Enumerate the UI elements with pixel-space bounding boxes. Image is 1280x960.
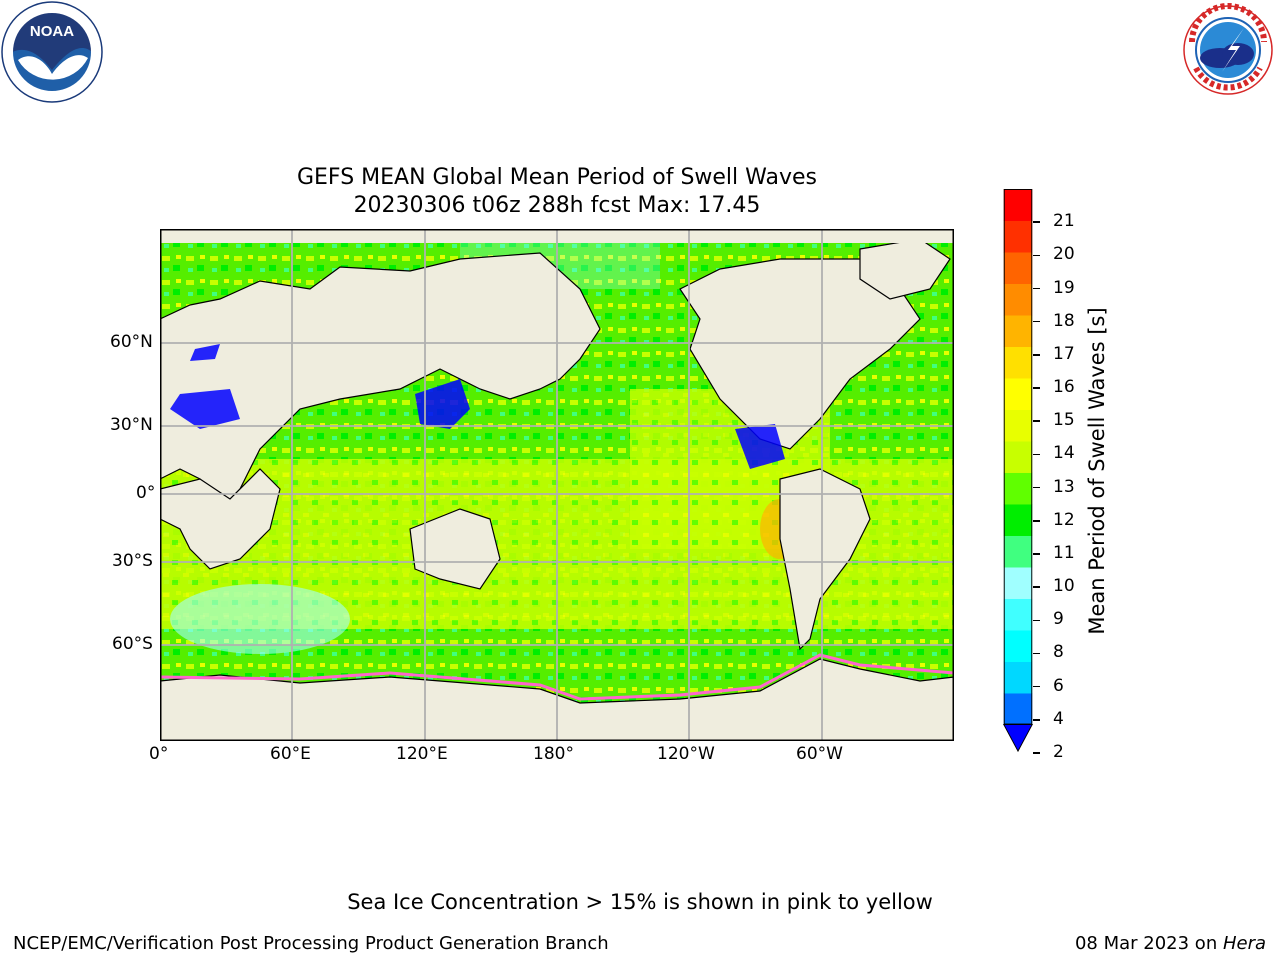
colorbar-segment (1003, 630, 1033, 662)
y-tick-2: 0° (136, 483, 156, 503)
colorbar-tick-mark (1033, 221, 1040, 223)
colorbar-tick-label: 14 (1053, 443, 1075, 464)
colorbar-tick-mark (1033, 719, 1040, 721)
y-tick-1: 30°N (110, 415, 153, 435)
colorbar-segment (1003, 472, 1033, 505)
colorbar-tick-label: 12 (1053, 509, 1075, 530)
colorbar-tick-mark (1033, 420, 1040, 422)
colorbar-tick-mark (1033, 453, 1040, 456)
colorbar-tick-mark (1033, 354, 1040, 356)
colorbar-tick-mark (1033, 486, 1040, 489)
colorbar-segment (1003, 189, 1033, 221)
colorbar-tick-mark (1033, 320, 1040, 323)
colorbar-tick-label: 15 (1053, 410, 1075, 431)
colorbar-segment (1003, 598, 1033, 631)
colorbar-segment (1003, 409, 1033, 442)
title-line-1: GEFS MEAN Global Mean Period of Swell Wa… (296, 165, 817, 190)
swell-period-map (160, 229, 954, 741)
colorbar-segment (1003, 252, 1033, 284)
footer-date: 08 Mar 2023 on Hera (1075, 933, 1266, 954)
colorbar-tick-mark (1033, 752, 1040, 754)
colorbar-tick-mark (1033, 652, 1040, 655)
x-tick-3: 180° (533, 744, 574, 764)
colorbar-tick-label: 20 (1053, 244, 1075, 265)
x-tick-1: 60°E (270, 744, 311, 764)
nws-logo-icon (1183, 3, 1273, 95)
title-line-2: 20230306 t06z 288h fcst Max: 17.45 (353, 193, 761, 218)
y-tick-4: 60°S (112, 634, 153, 654)
colorbar-tick-label: 11 (1053, 542, 1075, 563)
footer-host: Hera (1222, 933, 1266, 954)
x-tick-5: 60°W (796, 744, 843, 764)
colorbar-tick-label: 8 (1053, 642, 1064, 663)
colorbar-tick-mark (1033, 619, 1040, 622)
colorbar-tick-mark (1033, 287, 1040, 290)
colorbar-segment (1003, 378, 1033, 410)
colorbar (1002, 189, 1034, 753)
colorbar-tick-mark (1033, 553, 1040, 555)
colorbar-tick-mark (1033, 520, 1040, 522)
noaa-logo-text: NOAA (30, 23, 74, 40)
noaa-logo-icon: NOAA (1, 1, 103, 103)
colorbar-tick-label: 17 (1053, 343, 1075, 364)
x-tick-4: 120°W (657, 744, 715, 764)
colorbar-tick-label: 10 (1053, 576, 1075, 597)
colorbar-segment (1003, 315, 1033, 347)
footer-date-text: 08 Mar 2023 on (1074, 933, 1223, 954)
colorbar-frame (1003, 189, 1033, 725)
footer-credit: NCEP/EMC/Verification Post Processing Pr… (13, 933, 609, 954)
colorbar-tick-label: 21 (1053, 211, 1075, 232)
x-tick-2: 120°E (396, 744, 448, 764)
x-tick-0: 0° (149, 744, 169, 764)
colorbar-segment (1003, 693, 1033, 725)
colorbar-tick-mark (1033, 586, 1040, 588)
y-tick-3: 30°S (112, 551, 153, 571)
graticule (160, 229, 954, 741)
colorbar-tick-mark (1033, 387, 1040, 389)
colorbar-segment (1003, 661, 1033, 694)
colorbar-segment (1003, 535, 1033, 568)
colorbar-tick-mark (1033, 685, 1040, 688)
colorbar-tick-label: 4 (1053, 708, 1064, 729)
colorbar-tick-mark (1033, 254, 1040, 257)
colorbar-segment (1003, 504, 1033, 536)
colorbar-tick-label: 16 (1053, 377, 1075, 398)
colorbar-tick-label: 9 (1053, 609, 1064, 630)
colorbar-tick-label: 6 (1053, 675, 1064, 696)
map-title: GEFS MEAN Global Mean Period of Swell Wa… (160, 164, 954, 220)
colorbar-segment (1003, 567, 1033, 599)
colorbar-segment (1003, 220, 1033, 253)
y-tick-0: 60°N (110, 332, 153, 352)
colorbar-segment (1003, 441, 1033, 473)
colorbar-segment (1003, 346, 1033, 379)
colorbar-tick-label: 13 (1053, 476, 1075, 497)
colorbar-tick-label: 2 (1053, 742, 1064, 762)
colorbar-tick-label: 18 (1053, 310, 1075, 331)
colorbar-extend-arrow (1002, 724, 1034, 753)
sea-ice-note: Sea Ice Concentration > 15% is shown in … (347, 890, 933, 914)
colorbar-label: Mean Period of Swell Waves [s] (1085, 307, 1109, 635)
colorbar-tick-label: 19 (1053, 277, 1075, 298)
colorbar-segment (1003, 283, 1033, 316)
